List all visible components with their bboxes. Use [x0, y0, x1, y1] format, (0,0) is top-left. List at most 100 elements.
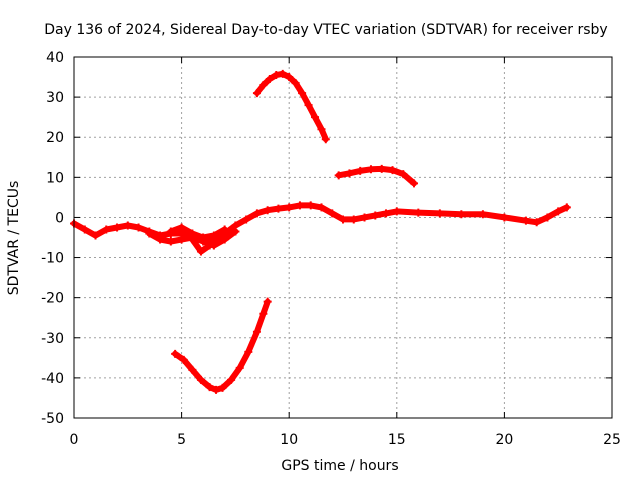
data-point	[532, 218, 541, 227]
y-tick-label: 0	[55, 210, 64, 226]
data-point	[349, 215, 358, 224]
data-point	[265, 75, 274, 84]
series-arc-high	[252, 69, 330, 144]
data-point	[334, 171, 343, 180]
data-point	[156, 235, 165, 244]
data-point	[328, 209, 337, 218]
data-point	[263, 206, 272, 215]
data-point	[242, 215, 251, 224]
data-point	[235, 363, 244, 372]
data-point	[521, 216, 530, 225]
series-arc-low	[171, 297, 272, 394]
x-tick-label: 5	[177, 432, 186, 448]
data-point	[410, 179, 419, 188]
y-tick-label: -40	[41, 371, 64, 387]
data-point	[80, 225, 89, 234]
data-point	[227, 375, 236, 384]
data-point	[218, 383, 227, 392]
series-track-main	[70, 201, 571, 244]
x-tick-label: 15	[388, 432, 406, 448]
y-tick-label: -50	[41, 411, 64, 427]
data-point	[356, 166, 365, 175]
chart-title: Day 136 of 2024, Sidereal Day-to-day VTE…	[44, 22, 607, 38]
series-line	[172, 298, 271, 393]
data-point	[205, 383, 214, 392]
data-point	[298, 89, 307, 98]
data-point	[188, 229, 197, 238]
data-point	[91, 231, 100, 240]
x-tick-label: 10	[280, 432, 298, 448]
series-group	[70, 69, 571, 394]
x-tick-label: 0	[70, 432, 79, 448]
series-track-upper-dip	[166, 223, 229, 242]
plot-frame	[73, 56, 613, 419]
data-point	[188, 365, 197, 374]
data-point	[457, 210, 466, 219]
data-point	[263, 297, 272, 306]
y-tick-label: -10	[41, 251, 64, 267]
data-point	[317, 125, 326, 134]
data-point	[285, 73, 294, 82]
data-point	[371, 211, 380, 220]
data-point	[278, 69, 287, 78]
data-point	[543, 213, 552, 222]
y-tick-label: -20	[41, 291, 64, 307]
data-point	[220, 225, 229, 234]
data-point	[196, 375, 205, 384]
data-point	[252, 209, 261, 218]
data-point	[392, 207, 401, 216]
data-point	[231, 227, 240, 236]
data-point	[113, 223, 122, 232]
data-point	[214, 235, 223, 244]
data-point	[388, 166, 397, 175]
data-point	[166, 227, 175, 236]
data-point	[339, 215, 347, 224]
data-point	[414, 208, 423, 217]
x-axis-label: GPS time / hours	[281, 458, 398, 474]
data-point	[478, 210, 487, 219]
data-point	[306, 201, 315, 210]
data-point	[171, 349, 180, 358]
data-point	[252, 327, 261, 336]
data-point	[274, 204, 283, 213]
data-point	[179, 355, 188, 364]
data-point	[196, 247, 205, 256]
data-point	[377, 164, 386, 173]
y-tick-label: 40	[46, 50, 64, 66]
data-point	[366, 165, 375, 174]
data-point	[252, 89, 261, 98]
y-tick-label: -30	[41, 331, 64, 347]
data-point	[102, 225, 111, 234]
data-point	[382, 209, 391, 218]
data-point	[345, 169, 354, 178]
series-arc-mid	[334, 164, 419, 188]
data-point	[317, 203, 326, 212]
y-tick-label: 10	[46, 170, 64, 186]
data-point	[295, 201, 304, 210]
data-point	[177, 235, 186, 244]
data-point	[311, 113, 320, 122]
data-point	[145, 229, 154, 238]
y-axis-label: SDTVAR / TECUs	[6, 181, 22, 296]
data-point	[123, 221, 132, 230]
data-point	[291, 79, 300, 88]
data-point	[435, 209, 444, 218]
data-point	[360, 213, 369, 222]
data-point	[166, 237, 175, 246]
series-line	[253, 70, 329, 143]
x-tick-label: 25	[603, 432, 621, 448]
data-point	[209, 231, 218, 240]
ticks: 0 5 10 15 20 25 -50 -40 -30 -20 -10 0 10 20 30 40	[41, 50, 621, 448]
data-point	[212, 385, 221, 394]
data-point	[554, 207, 563, 216]
data-point	[199, 233, 208, 242]
data-point	[304, 101, 313, 110]
data-point	[399, 170, 408, 179]
y-tick-label: 30	[46, 90, 64, 106]
data-point	[205, 241, 214, 250]
data-point	[272, 71, 281, 80]
data-point	[562, 203, 571, 212]
data-point	[134, 223, 143, 232]
data-point	[244, 347, 253, 356]
